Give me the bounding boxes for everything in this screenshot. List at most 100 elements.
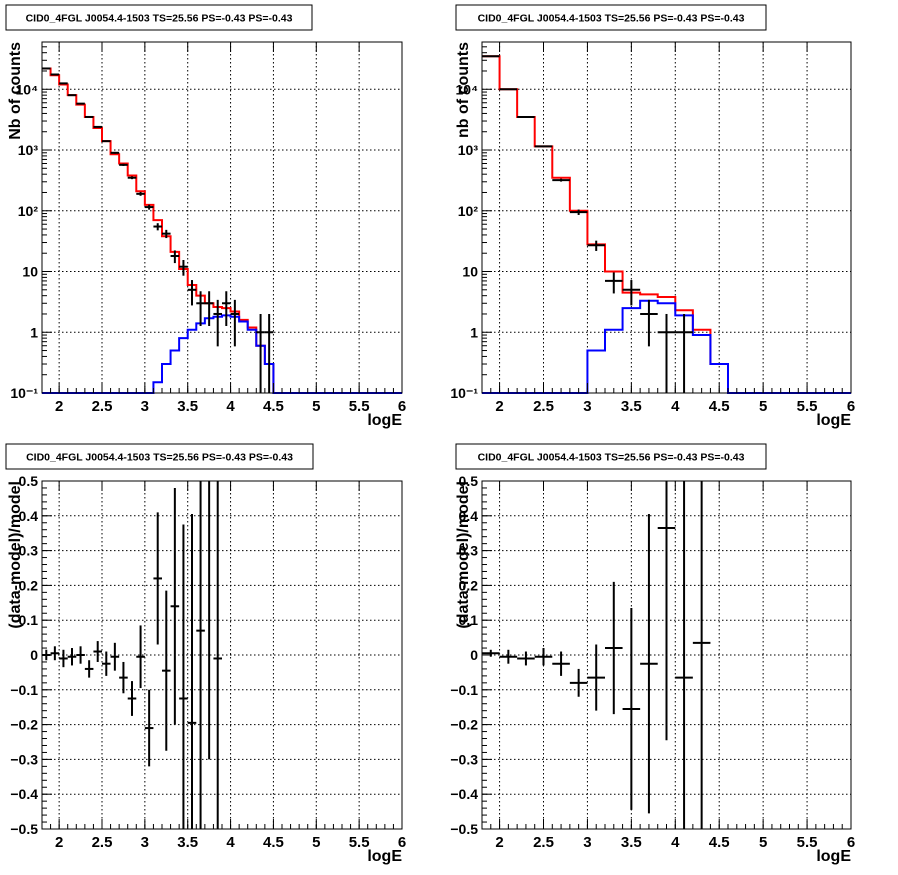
data-point	[213, 299, 222, 347]
x-axis-label: logE	[816, 412, 851, 429]
y-tick-label: 0.5	[459, 473, 479, 489]
residual-point	[162, 590, 171, 751]
x-axis-label: logE	[367, 848, 402, 865]
grid-lines	[42, 481, 402, 829]
residual-point	[605, 581, 623, 715]
x-tick-label: 2.5	[533, 834, 554, 851]
plot-panel-4: 2 2.5 3 3.5 4 4.5 5 5.5 6logE−0.5−0.4−0.3−0.2−0.…	[450, 443, 855, 865]
residual-point	[110, 642, 120, 671]
grid-lines	[42, 42, 402, 393]
x-tick-label: 4	[671, 834, 680, 851]
x-tick-label: 4.5	[709, 398, 730, 415]
x-tick-label: 4	[226, 398, 235, 415]
residual-point	[569, 668, 588, 697]
plot-frame	[41, 41, 403, 394]
residual-point	[657, 481, 676, 741]
y-tick-label: −0.4	[10, 786, 38, 802]
data-point	[204, 291, 214, 326]
x-axis-label: logE	[367, 412, 402, 429]
y-tick-label: 0.5	[19, 473, 39, 489]
data-point	[102, 140, 111, 143]
x-tick-label: 5	[759, 834, 767, 851]
x-tick-label: 5.5	[797, 834, 818, 851]
y-tick-label: 10	[462, 264, 478, 280]
data-point	[84, 115, 94, 118]
residual-point	[136, 625, 145, 689]
data-point	[534, 145, 553, 148]
y-tick-label: 0.4	[459, 508, 479, 524]
y-tick-label: −0.5	[10, 821, 38, 837]
data-point	[136, 191, 145, 196]
x-tick-label: 4.5	[263, 834, 284, 851]
x-tick-label: 2.5	[92, 398, 113, 415]
data-point	[640, 299, 658, 347]
plot-title-box: CID0_4FGL J0054.4-1503 TS=25.56 PS=-0.43…	[5, 4, 313, 31]
data-point	[93, 125, 102, 128]
x-tick-label: 2	[55, 834, 63, 851]
y-tick-label: 0.3	[459, 543, 479, 559]
y-tick-label: −0.3	[450, 751, 478, 767]
x-tick-label: 3	[583, 834, 591, 851]
y-axis: −0.5 −0.4 −0.3 −0.2 −0.1 0 0.1 0.2 0.3 0.4 0.5(dat…	[450, 473, 492, 837]
x-tick-label: 5	[759, 398, 767, 415]
x-tick-label: 4	[226, 834, 235, 851]
residual-point	[213, 481, 222, 829]
data-point	[119, 163, 128, 166]
data-point	[587, 240, 605, 251]
x-tick-label: 5	[312, 834, 320, 851]
residual-point	[59, 649, 68, 668]
y-tick-label: 10³	[18, 142, 39, 158]
residual-point	[76, 646, 85, 664]
total-model-histogram	[42, 67, 402, 394]
x-tick-label: 3	[141, 834, 149, 851]
residual-point	[692, 481, 711, 829]
data-point	[153, 223, 162, 231]
x-tick-label: 3.5	[177, 398, 198, 415]
plot-panel-3: 2 2.5 3 3.5 4 4.5 5 5.5 6logE−0.5−0.4−0.3−0.2−0.…	[5, 443, 406, 865]
residual-point	[127, 681, 137, 716]
data-point	[76, 102, 85, 105]
y-axis-label: (data-model)/model	[455, 481, 472, 629]
y-tick-label: 10⁻¹	[450, 385, 478, 401]
data-point	[552, 178, 570, 182]
y-tick-label: 10	[22, 264, 38, 280]
y-tick-label: −0.1	[10, 682, 38, 698]
x-tick-label: 2	[495, 834, 503, 851]
x-tick-label: 5.5	[349, 834, 370, 851]
y-tick-label: 10⁴	[16, 81, 39, 97]
x-tick-label: 5.5	[797, 398, 818, 415]
residual-point	[640, 514, 658, 814]
data-point	[179, 260, 188, 276]
x-tick-label: 4.5	[263, 398, 284, 415]
x-tick-label: 4	[671, 398, 680, 415]
x-tick-label: 4.5	[709, 834, 730, 851]
residual-point	[84, 660, 94, 678]
residual-point	[67, 648, 77, 666]
y-tick-label: 0.4	[19, 508, 39, 524]
residual-point	[119, 661, 128, 694]
y-tick-label: 0.2	[459, 577, 479, 593]
data-point	[517, 115, 535, 118]
y-tick-label: −0.5	[450, 821, 478, 837]
data-point	[675, 313, 693, 393]
residual-point	[482, 649, 500, 657]
plot-title-box: CID0_4FGL J0054.4-1503 TS=25.56 PS=-0.43…	[455, 443, 767, 470]
x-tick-label: 3	[583, 398, 591, 415]
residual-point	[187, 514, 197, 829]
y-tick-label: 10⁻¹	[10, 385, 38, 401]
data-point	[569, 209, 588, 215]
y-axis-label: nb of counts	[455, 42, 472, 138]
data-point	[657, 313, 676, 393]
x-tick-label: 2.5	[92, 834, 113, 851]
y-tick-label: −0.2	[10, 717, 38, 733]
data-point	[622, 280, 641, 306]
data-point	[222, 291, 231, 326]
y-tick-label: 10³	[458, 142, 479, 158]
x-tick-label: 6	[847, 398, 855, 415]
residual-point	[93, 641, 102, 662]
data-point	[605, 272, 623, 294]
